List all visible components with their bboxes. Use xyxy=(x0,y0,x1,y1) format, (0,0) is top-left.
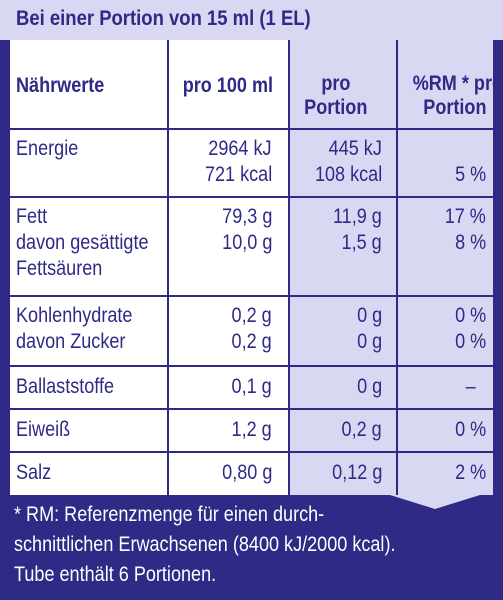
fibre-portion: 0 g xyxy=(356,375,382,398)
fat-portion: 11,9 g xyxy=(333,205,382,228)
fat-rm: 17 % xyxy=(444,205,486,228)
header-per-portion-2: Portion xyxy=(304,96,368,119)
footer-notch xyxy=(390,495,480,509)
row-protein-label: Eiweiß xyxy=(16,418,71,441)
row-divider xyxy=(10,451,493,453)
salt-per100: 0,80 g xyxy=(221,461,272,484)
carbs-rm: 0 % xyxy=(454,304,486,327)
nutrition-table: Nährwerte pro 100 ml pro Portion %RM * p… xyxy=(10,40,503,495)
row-energy-label: Energie xyxy=(16,137,79,160)
header-naehrwerte: Nährwerte xyxy=(16,74,105,97)
carbs-portion: 0 g xyxy=(356,304,382,327)
column-divider xyxy=(396,40,398,495)
protein-rm: 0 % xyxy=(454,418,486,441)
row-fat-label: Fett xyxy=(16,205,48,228)
column-divider xyxy=(167,40,169,495)
row-divider xyxy=(10,365,493,367)
row-satfat-label-2: Fettsäuren xyxy=(16,257,103,280)
fibre-per100: 0,1 g xyxy=(231,375,272,398)
header-rm: %RM * pro xyxy=(412,72,503,95)
sugar-rm: 0 % xyxy=(454,330,486,353)
row-sugar-label: davon Zucker xyxy=(16,330,126,353)
row-divider xyxy=(10,128,493,130)
row-carbs-label: Kohlenhydrate xyxy=(16,304,133,327)
energy-rm: 5 % xyxy=(454,163,486,186)
carbs-per100: 0,2 g xyxy=(231,304,272,327)
satfat-portion: 1,5 g xyxy=(341,231,382,254)
footnote-line-2: schnittlichen Erwachsenen (8400 kJ/2000 … xyxy=(14,533,396,556)
row-fibre-label: Ballaststoffe xyxy=(16,375,115,398)
nutrition-table-frame: Nährwerte pro 100 ml pro Portion %RM * p… xyxy=(0,40,503,495)
protein-per100: 1,2 g xyxy=(231,418,272,441)
portion-header-title: Bei einer Portion von 15 ml (1 EL) xyxy=(16,7,311,30)
energy-portion-kcal: 108 kcal xyxy=(314,163,382,186)
row-satfat-label: davon gesättigte xyxy=(16,231,149,254)
satfat-per100: 10,0 g xyxy=(221,231,272,254)
sugar-per100: 0,2 g xyxy=(231,330,272,353)
header-rm-2: Portion xyxy=(422,96,486,119)
satfat-rm: 8 % xyxy=(454,231,486,254)
row-salt-label: Salz xyxy=(16,461,52,484)
sugar-portion: 0 g xyxy=(356,330,382,353)
row-divider xyxy=(10,408,493,410)
salt-portion: 0,12 g xyxy=(331,461,382,484)
row-divider xyxy=(10,196,493,198)
energy-per100-kj: 2964 kJ xyxy=(208,137,272,160)
salt-rm: 2 % xyxy=(454,461,486,484)
energy-portion-kj: 445 kJ xyxy=(328,137,382,160)
portion-header-band: Bei einer Portion von 15 ml (1 EL) xyxy=(0,0,503,40)
footnote-line-3: Tube enthält 6 Portionen. xyxy=(14,563,217,586)
footnote-band: * RM: Referenzmenge für einen durch- sch… xyxy=(0,495,503,600)
protein-portion: 0,2 g xyxy=(341,418,382,441)
row-divider xyxy=(10,295,493,297)
header-per-100ml: pro 100 ml xyxy=(182,74,274,97)
energy-per100-kcal: 721 kcal xyxy=(204,163,272,186)
portion-columns-shade xyxy=(288,40,493,495)
fibre-rm: – xyxy=(465,375,476,398)
fat-per100: 79,3 g xyxy=(221,205,272,228)
header-per-portion: pro xyxy=(321,72,351,95)
footnote-line-1: * RM: Referenzmenge für einen durch- xyxy=(14,503,325,526)
column-divider xyxy=(288,40,290,495)
